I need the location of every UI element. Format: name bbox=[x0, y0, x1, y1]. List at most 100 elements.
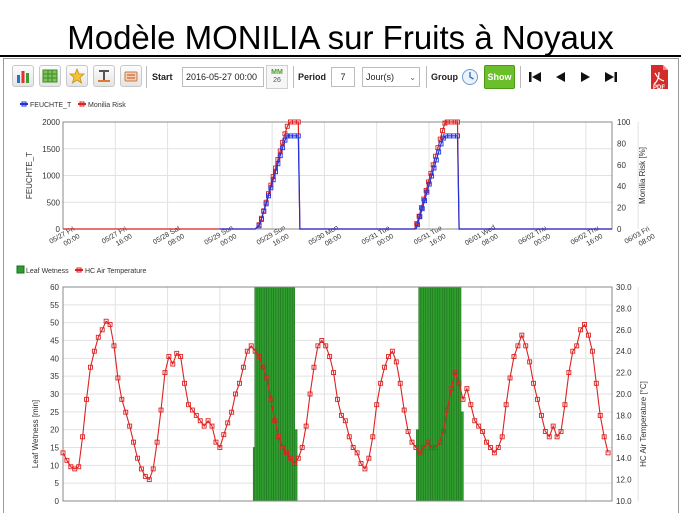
first-page-icon[interactable] bbox=[524, 65, 546, 89]
legend-marker bbox=[21, 101, 27, 107]
data-point bbox=[419, 206, 425, 212]
temperature-point bbox=[558, 428, 564, 434]
text-icon[interactable] bbox=[93, 65, 115, 87]
temperature-point bbox=[366, 455, 372, 461]
temperature-point bbox=[170, 361, 176, 367]
leaf-wetness-bar bbox=[444, 286, 448, 502]
data-point bbox=[417, 214, 423, 220]
temperature-point bbox=[503, 402, 509, 408]
y-right-tick-label: 24.0 bbox=[616, 347, 632, 356]
leaf-wetness-bar bbox=[446, 286, 450, 502]
y-right-tick-label: 12.0 bbox=[616, 476, 632, 485]
temperature-point bbox=[499, 434, 505, 440]
temperature-point bbox=[146, 477, 152, 483]
temperature-point bbox=[209, 423, 215, 429]
calendar-icon[interactable]: MM 26 bbox=[266, 65, 288, 89]
pdf-export-icon[interactable]: PDF bbox=[648, 62, 670, 92]
data-point bbox=[429, 173, 435, 179]
leaf-wetness-bar bbox=[416, 429, 419, 502]
temperature-point bbox=[225, 420, 231, 426]
temperature-point bbox=[386, 354, 391, 360]
temperature-point bbox=[256, 354, 262, 360]
temperature-point bbox=[464, 386, 470, 392]
show-button[interactable]: Show bbox=[484, 65, 515, 89]
data-point bbox=[426, 181, 432, 187]
temperature-point bbox=[487, 445, 493, 450]
temperature-point bbox=[284, 450, 289, 456]
bottom-chart: Leaf Wetness HC Air Temperature 0 5 10 15 20 25… bbox=[16, 265, 648, 506]
data-point bbox=[295, 119, 301, 125]
temperature-point bbox=[154, 439, 160, 445]
temperature-point bbox=[370, 434, 376, 440]
legend-label: HC Air Temperature bbox=[85, 268, 146, 275]
leaf-wetness-bar bbox=[278, 286, 281, 502]
next-icon[interactable] bbox=[575, 65, 597, 89]
star-icon[interactable] bbox=[66, 65, 88, 87]
leaf-wetness-bar bbox=[432, 286, 436, 502]
temperature-point bbox=[538, 412, 544, 418]
data-point bbox=[433, 157, 439, 163]
leaf-wetness-bar bbox=[256, 286, 260, 502]
temperature-point bbox=[138, 466, 144, 472]
temperature-point bbox=[248, 343, 254, 349]
previous-icon[interactable] bbox=[549, 65, 571, 89]
temperature-point bbox=[244, 348, 250, 354]
temperature-point bbox=[480, 428, 486, 434]
layers-icon[interactable] bbox=[120, 65, 142, 87]
temperature-point bbox=[186, 402, 191, 408]
temperature-point bbox=[437, 439, 442, 445]
temperature-point bbox=[546, 434, 552, 440]
temperature-point bbox=[276, 434, 282, 440]
legend-marker bbox=[76, 267, 82, 273]
temperature-point bbox=[425, 439, 431, 445]
temperature-point bbox=[519, 332, 525, 338]
leaf-wetness-bar bbox=[425, 286, 429, 502]
y-right-tick-label: 10.0 bbox=[616, 497, 632, 506]
y-right-tick-label: 60 bbox=[617, 161, 626, 170]
y-right-tick-label: 16.0 bbox=[616, 433, 632, 442]
temperature-point bbox=[468, 402, 474, 408]
temperature-point bbox=[433, 445, 438, 450]
leaf-wetness-bar bbox=[423, 286, 426, 502]
period-input[interactable]: 7 bbox=[331, 67, 355, 87]
temperature-point bbox=[162, 370, 168, 376]
leaf-wetness-bar bbox=[287, 286, 291, 502]
temperature-point bbox=[531, 380, 537, 386]
temperature-point bbox=[389, 348, 395, 354]
period-unit-select[interactable]: Jour(s) ⌄ bbox=[362, 67, 420, 87]
leaf-wetness-bar bbox=[434, 286, 438, 502]
data-point bbox=[258, 216, 264, 222]
y-left-tick-label: 5 bbox=[55, 479, 60, 488]
temperature-point bbox=[350, 445, 356, 450]
data-point bbox=[273, 169, 278, 175]
temperature-point bbox=[401, 407, 407, 413]
y-left-tick-label: 1500 bbox=[42, 145, 60, 154]
temperature-point bbox=[589, 348, 595, 354]
y-left-tick-label: 40 bbox=[50, 354, 59, 363]
temperature-point bbox=[413, 445, 419, 450]
data-point bbox=[277, 153, 283, 159]
temperature-point bbox=[299, 445, 305, 450]
table-icon[interactable] bbox=[39, 65, 61, 87]
temperature-point bbox=[319, 338, 325, 343]
temperature-point bbox=[460, 396, 466, 402]
last-page-icon[interactable] bbox=[600, 65, 622, 89]
start-date-input[interactable]: 2016-05-27 00:00 bbox=[182, 67, 264, 87]
data-point bbox=[424, 189, 430, 195]
bar-chart-icon[interactable] bbox=[12, 65, 34, 87]
temperature-point bbox=[260, 364, 266, 370]
legend-label: Leaf Wetness bbox=[26, 268, 69, 275]
leaf-wetness-bar bbox=[453, 286, 457, 502]
clock-icon[interactable] bbox=[459, 65, 481, 89]
temperature-point bbox=[197, 418, 203, 424]
temperature-point bbox=[201, 423, 207, 429]
temperature-point bbox=[542, 428, 548, 434]
plot-area bbox=[62, 286, 613, 502]
leaf-wetness-bar bbox=[456, 286, 459, 502]
temperature-point bbox=[123, 409, 129, 415]
leaf-wetness-bar bbox=[282, 286, 286, 502]
temperature-point bbox=[495, 445, 501, 450]
temperature-point bbox=[213, 439, 219, 445]
leaf-wetness-bar bbox=[289, 286, 293, 502]
temperature-point bbox=[440, 428, 446, 434]
